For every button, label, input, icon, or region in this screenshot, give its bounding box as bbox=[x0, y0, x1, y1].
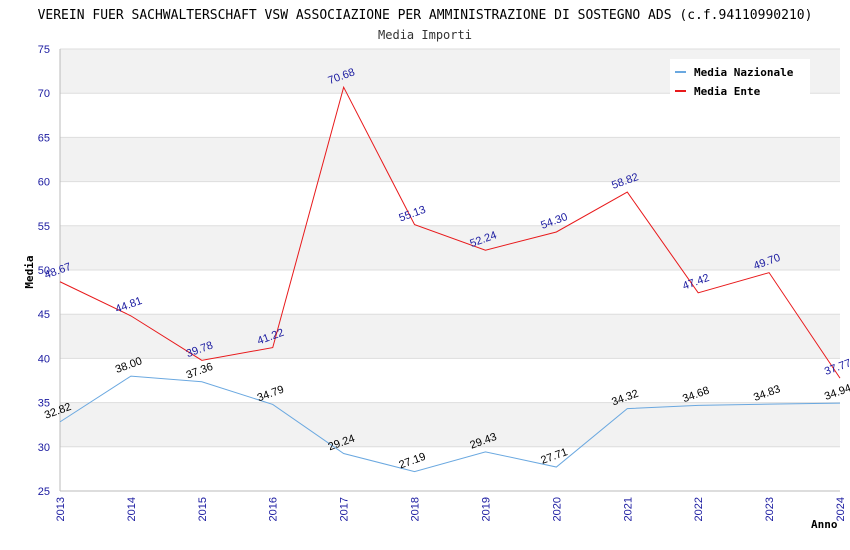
x-tick-label: 2017 bbox=[339, 497, 351, 521]
x-tick-label: 2018 bbox=[410, 497, 422, 521]
chart-subtitle: Media Importi bbox=[378, 28, 472, 42]
chart-title: VEREIN FUER SACHWALTERSCHAFT VSW ASSOCIA… bbox=[38, 8, 813, 23]
x-tick-label: 2015 bbox=[197, 497, 209, 521]
y-tick-label: 30 bbox=[38, 442, 50, 454]
plot-band bbox=[60, 225, 840, 270]
x-tick-label: 2016 bbox=[268, 497, 280, 521]
series-layer bbox=[59, 85, 841, 473]
x-tick-label: 2014 bbox=[126, 497, 138, 521]
legend-label: Media Ente bbox=[694, 85, 761, 98]
y-tick-label: 35 bbox=[38, 398, 50, 410]
plot-band bbox=[60, 402, 840, 447]
x-tick-label: 2019 bbox=[480, 497, 492, 521]
y-axis-ticks: 25 30 35 40 45 50 55 60 65 70 75 bbox=[38, 44, 50, 498]
y-tick-label: 60 bbox=[38, 177, 50, 189]
x-tick-label: 2021 bbox=[622, 497, 634, 521]
plot-band bbox=[60, 446, 840, 491]
x-tick-label: 2023 bbox=[764, 497, 776, 521]
legend-box bbox=[670, 59, 810, 101]
y-tick-label: 75 bbox=[38, 44, 50, 56]
legend-label: Media Nazionale bbox=[694, 66, 794, 79]
x-axis-label: Anno bbox=[811, 518, 838, 531]
y-tick-label: 70 bbox=[38, 88, 50, 100]
series-line bbox=[59, 85, 841, 379]
y-tick-label: 25 bbox=[38, 486, 50, 498]
plot-band bbox=[60, 270, 840, 315]
plot-band bbox=[60, 314, 840, 359]
legend: Media Nazionale Media Ente bbox=[670, 59, 810, 101]
series-line bbox=[59, 375, 841, 473]
x-axis-ticks: 2013 2014 2015 2016 2017 2018 2019 2020 2021 2022… bbox=[55, 497, 847, 521]
y-tick-label: 50 bbox=[38, 265, 50, 277]
plot-band bbox=[60, 181, 840, 226]
plot-background-bands bbox=[60, 49, 840, 491]
y-tick-label: 45 bbox=[38, 309, 50, 321]
plot-band bbox=[60, 137, 840, 182]
x-tick-label: 2022 bbox=[693, 497, 705, 521]
x-tick-label: 2020 bbox=[551, 497, 563, 521]
x-tick-label: 2013 bbox=[55, 497, 67, 521]
plot-band bbox=[60, 358, 840, 403]
y-axis-label: Media bbox=[23, 255, 36, 288]
y-tick-label: 40 bbox=[38, 353, 50, 365]
x-tick-label: 2024 bbox=[835, 497, 847, 521]
y-tick-label: 65 bbox=[38, 132, 50, 144]
y-tick-label: 55 bbox=[38, 221, 50, 233]
